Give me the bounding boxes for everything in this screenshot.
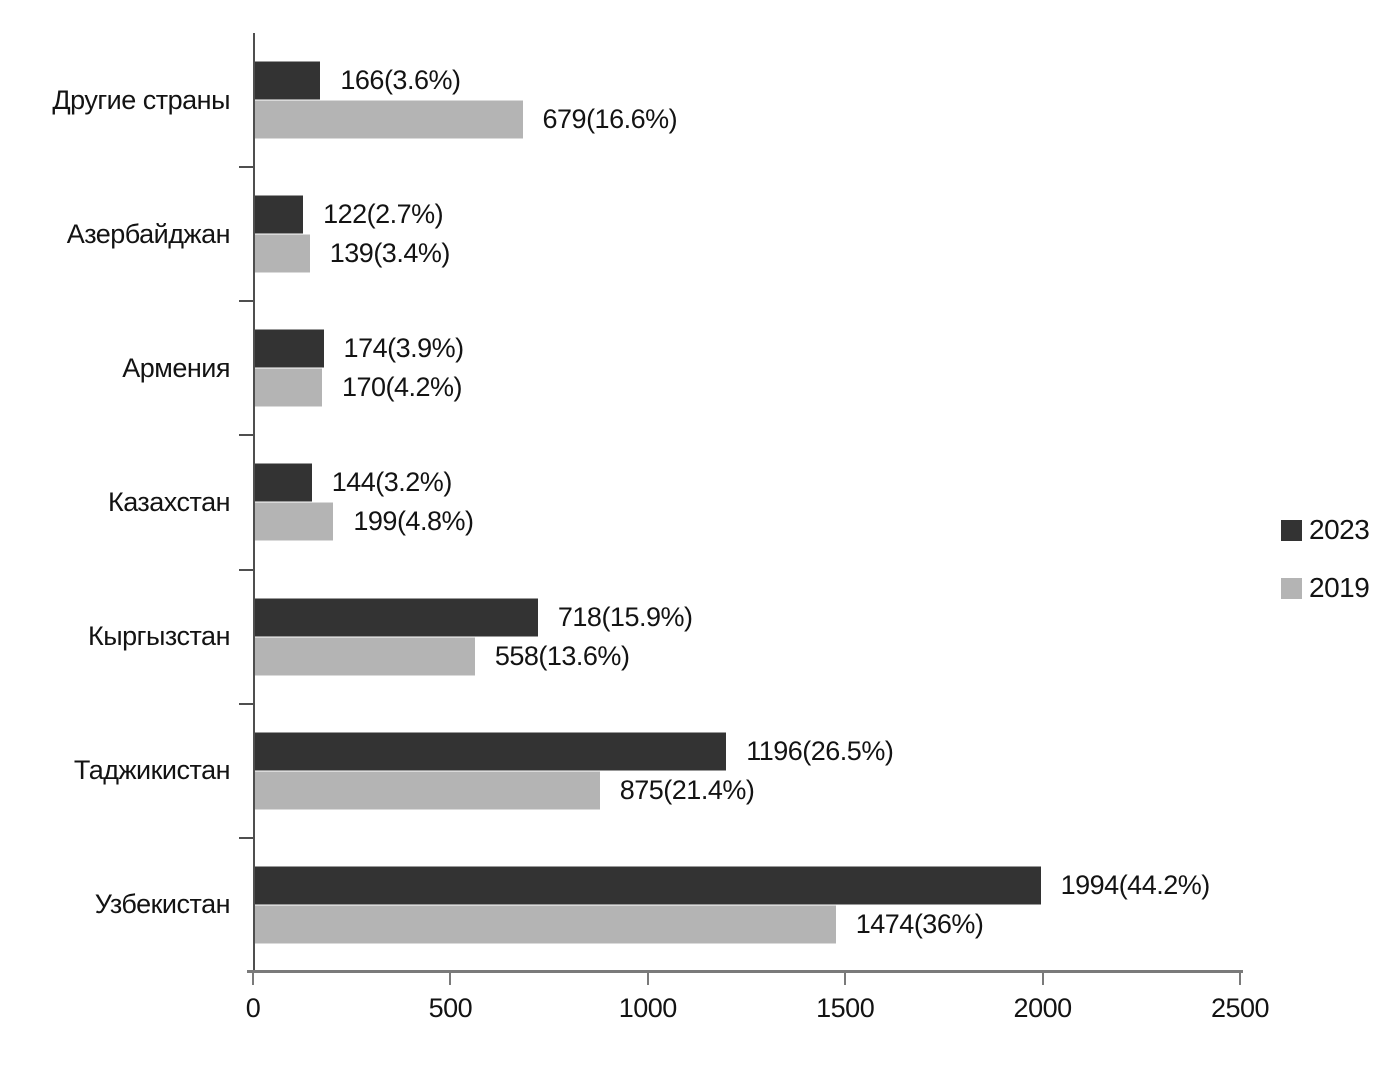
category-label: Армения: [122, 352, 230, 383]
category-label: Азербайджан: [66, 218, 231, 249]
bar-value-label: 1994(44.2%): [1060, 869, 1211, 900]
bar-group-1: 166(3.6%) 679(16.6%): [255, 33, 1240, 167]
x-tick-label: 2500: [1210, 993, 1270, 1023]
bar-pair: 718(15.9%) 558(13.6%): [255, 598, 1240, 676]
y-axis-line: [253, 33, 255, 972]
bar-value-label: 1474(36%): [855, 908, 984, 939]
bar-group-2: 122(2.7%) 139(3.4%): [255, 167, 1240, 301]
bar-group-7: 1994(44.2%) 1474(36%): [255, 838, 1240, 972]
bar-value-label: 139(3.4%): [329, 238, 451, 269]
bar-2019-1: 679(16.6%): [255, 100, 678, 139]
bar-group-6: 1196(26.5%) 875(21.4%): [255, 704, 1240, 838]
bar-2019-5: 558(13.6%): [255, 637, 630, 676]
y-tick: [239, 836, 253, 839]
bar-value-label: 875(21.4%): [619, 774, 755, 805]
bar-2023-5: 718(15.9%): [255, 598, 693, 637]
x-tick-label: 1000: [618, 993, 678, 1023]
legend-swatch-2023: [1281, 519, 1302, 541]
x-tick-label: 1500: [816, 993, 875, 1023]
legend-label-2023: 2023: [1309, 514, 1370, 545]
bar-2023-4: 144(3.2%): [255, 463, 452, 502]
x-tick-label: 500: [428, 993, 473, 1023]
y-tick: [239, 300, 253, 303]
bar-value-label: 558(13.6%): [494, 640, 630, 671]
bar-pair: 144(3.2%) 199(4.8%): [255, 463, 1240, 541]
bar-2023-2: 122(2.7%): [255, 195, 444, 234]
x-tick-label: 2000: [1013, 993, 1073, 1023]
y-tick: [239, 434, 253, 437]
bar-pair: 1196(26.5%) 875(21.4%): [255, 732, 1240, 810]
legend-label-2019: 2019: [1309, 572, 1370, 603]
category-label: Другие страны: [52, 84, 230, 115]
bar-group-3: 174(3.9%) 170(4.2%): [255, 301, 1240, 435]
bar-value-label: 174(3.9%): [343, 333, 465, 364]
bar-group-4: 144(3.2%) 199(4.8%): [255, 435, 1240, 569]
bar-pair: 1994(44.2%) 1474(36%): [255, 866, 1240, 944]
x-tick: [1239, 970, 1241, 985]
bar-2023-7: 1994(44.2%): [255, 866, 1210, 905]
x-tick: [646, 970, 649, 985]
category-label: Казахстан: [107, 486, 231, 517]
bar-2023-1: 166(3.6%): [255, 61, 461, 100]
bar-pair: 122(2.7%) 139(3.4%): [255, 195, 1240, 273]
legend-item-2023: 2023: [1281, 514, 1370, 545]
x-tick: [449, 970, 452, 985]
x-axis-line: [247, 970, 1243, 973]
bar-2023-3: 174(3.9%): [255, 329, 464, 368]
bar-value-label: 122(2.7%): [323, 199, 444, 230]
y-tick: [239, 166, 253, 169]
bar-group-5: 718(15.9%) 558(13.6%): [255, 570, 1240, 704]
bar-value-label: 166(3.6%): [340, 65, 461, 96]
bar-value-label: 679(16.6%): [542, 104, 678, 135]
x-tick: [252, 970, 254, 985]
bar-2019-7: 1474(36%): [255, 905, 984, 944]
plot-area: 166(3.6%) 679(16.6%) 122(2.7%) 139(3.4%) 174…: [255, 33, 1240, 972]
bar-2019-2: 139(3.4%): [255, 234, 450, 273]
bar-pair: 166(3.6%) 679(16.6%): [255, 61, 1240, 139]
bar-value-label: 1196(26.5%): [746, 735, 894, 766]
category-label: Кыргызстан: [88, 621, 230, 652]
bar-2019-3: 170(4.2%): [255, 368, 463, 407]
bar-pair: 174(3.9%) 170(4.2%): [255, 329, 1240, 407]
y-tick: [239, 568, 253, 571]
bar-value-label: 170(4.2%): [341, 372, 463, 403]
category-label: Таджикистан: [73, 755, 231, 786]
bar-value-label: 718(15.9%): [557, 601, 693, 632]
category-label: Узбекистан: [94, 889, 231, 920]
bar-value-label: 199(4.8%): [353, 506, 474, 537]
x-tick: [844, 970, 847, 985]
legend: 2023 2019: [1281, 514, 1370, 632]
legend-item-2019: 2019: [1281, 572, 1370, 603]
bar-2019-6: 875(21.4%): [255, 771, 755, 810]
bar-2019-4: 199(4.8%): [255, 502, 474, 541]
x-tick: [1041, 970, 1044, 985]
y-tick: [239, 702, 253, 705]
bar-value-label: 144(3.2%): [331, 467, 453, 498]
x-tick-label: 0: [245, 993, 261, 1023]
bar-2023-6: 1196(26.5%): [255, 732, 894, 771]
legend-swatch-2019: [1281, 577, 1302, 599]
